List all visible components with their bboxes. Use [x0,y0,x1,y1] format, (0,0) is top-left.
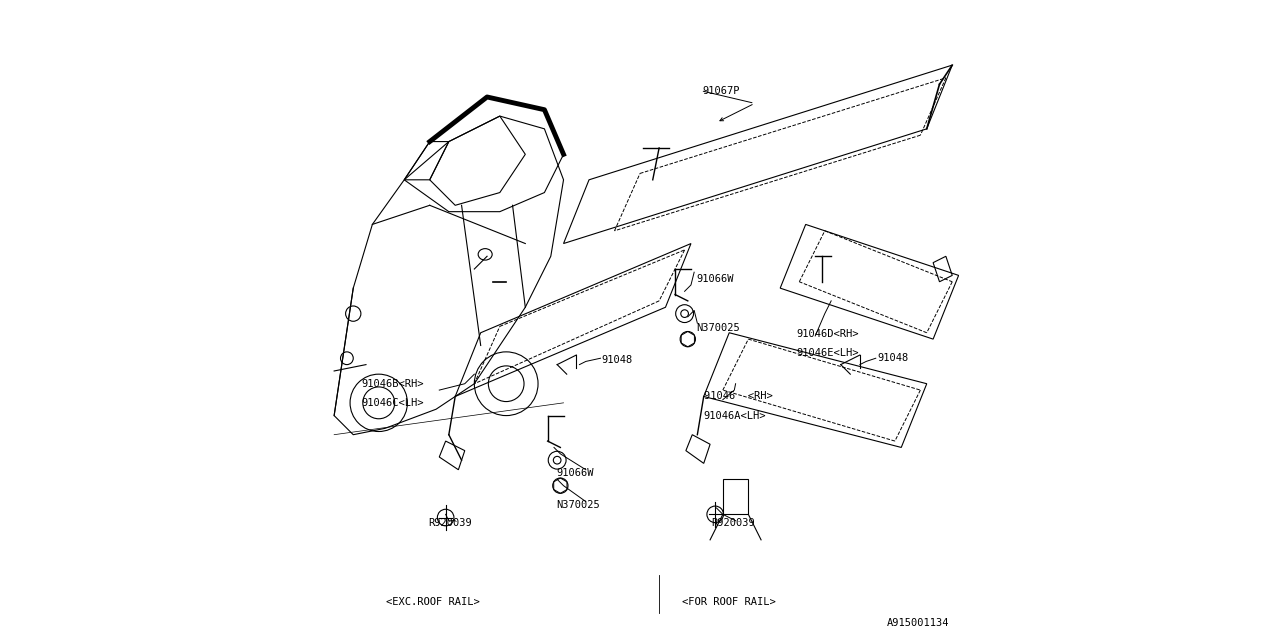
Text: R920039: R920039 [712,518,755,527]
Text: 91046C<LH>: 91046C<LH> [361,398,424,408]
Text: <EXC.ROOF RAIL>: <EXC.ROOF RAIL> [387,596,480,607]
Text: 91048: 91048 [877,353,909,364]
Text: A915001134: A915001134 [887,618,948,628]
Bar [723,479,749,515]
Text: <FOR ROOF RAIL>: <FOR ROOF RAIL> [682,596,776,607]
Text: 91066W: 91066W [556,468,594,478]
Text: 91067P: 91067P [703,86,740,95]
Text: 91046E<LH>: 91046E<LH> [796,348,859,358]
Text: 91046D<RH>: 91046D<RH> [796,329,859,339]
Text: 91046A<LH>: 91046A<LH> [704,411,767,420]
Text: 91046B<RH>: 91046B<RH> [361,379,424,388]
Text: 91048: 91048 [602,355,634,365]
Text: 91066W: 91066W [696,273,733,284]
Text: N370025: N370025 [696,323,740,333]
Text: N370025: N370025 [556,500,599,510]
Text: R920039: R920039 [429,518,472,527]
Text: 91046  <RH>: 91046 <RH> [704,392,772,401]
